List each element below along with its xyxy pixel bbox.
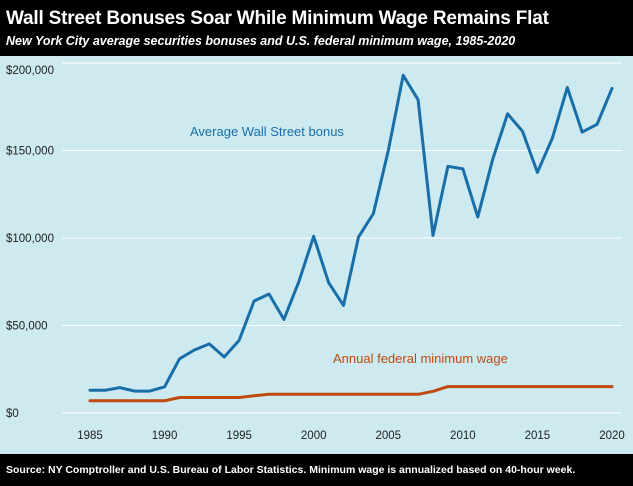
chart-subtitle: New York City average securities bonuses… [6, 34, 516, 48]
series-label-bonus: Average Wall Street bonus [190, 124, 344, 139]
header-bar: Wall Street Bonuses Soar While Minimum W… [0, 0, 633, 56]
series-line-bonus [88, 73, 614, 393]
x-tick-label: 1990 [152, 430, 178, 442]
x-tick-label: 1995 [226, 430, 252, 442]
line-chart: $200,000$150,000$100,000$50,000$0 1985 19… [6, 62, 625, 442]
y-tick-label: $100,000 [6, 233, 54, 245]
y-axis-ticks: $200,000 $150,000 $100,000 $50,000 $0 [6, 65, 54, 420]
y-tick-label: $200,000 [6, 65, 54, 77]
x-axis-ticks: 1985 1990 1995 2000 2005 2010 2015 2020 [77, 430, 625, 442]
y-tick-label: $0 [6, 408, 19, 420]
source-note: Source: NY Comptroller and U.S. Bureau o… [6, 464, 576, 476]
y-tick-label: $50,000 [6, 321, 48, 333]
y-tick-label: $150,000 [6, 146, 54, 158]
x-tick-label: 2000 [301, 430, 327, 442]
chart-title: Wall Street Bonuses Soar While Minimum W… [6, 8, 549, 29]
footer-bar: Source: NY Comptroller and U.S. Bureau o… [0, 454, 633, 486]
x-tick-label: 2020 [599, 430, 625, 442]
series-label-wage: Annual federal minimum wage [333, 351, 508, 366]
x-tick-label: 2010 [450, 430, 476, 442]
series-line-wage [88, 385, 614, 403]
x-tick-label: 2015 [525, 430, 551, 442]
x-tick-label: 2005 [375, 430, 401, 442]
x-tick-label: 1985 [77, 430, 103, 442]
series-lines [88, 73, 614, 403]
grid-lines [62, 62, 622, 414]
